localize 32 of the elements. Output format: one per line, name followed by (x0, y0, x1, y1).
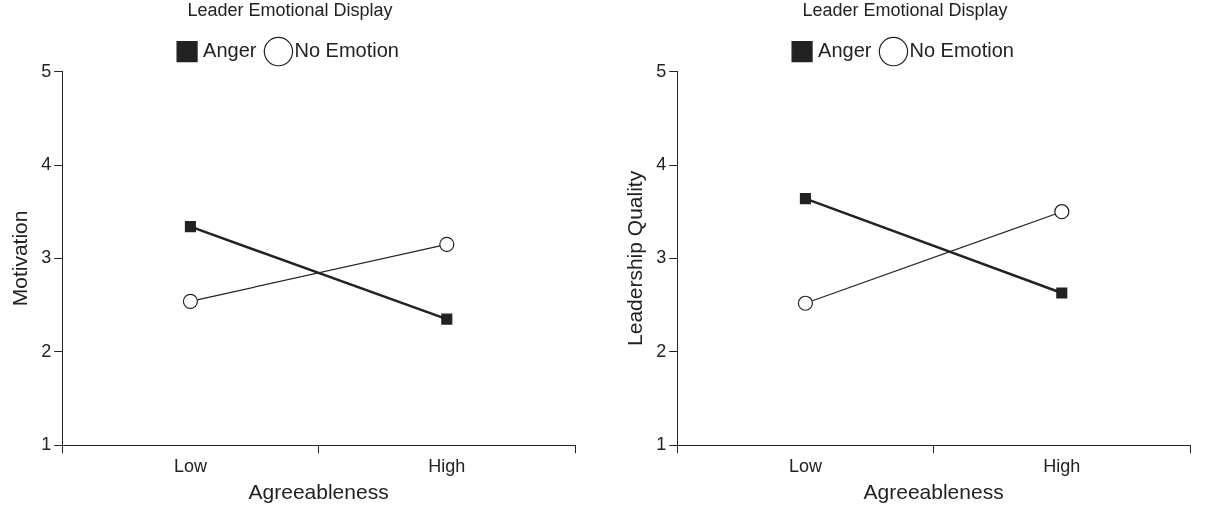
point (1054, 204, 1070, 220)
legend-title: Leader Emotional Display (802, 0, 1008, 20)
y-tick-label: 5 (41, 60, 52, 81)
x-tick-label: Low (788, 455, 823, 476)
y-tick-label: 3 (656, 247, 667, 268)
x-tick-label: High (428, 455, 466, 476)
legend-label: No Emotion (294, 39, 399, 62)
y-tick-label: 1 (656, 434, 667, 455)
legend-title: Leader Emotional Display (187, 0, 393, 20)
point (797, 295, 814, 311)
point (441, 313, 453, 325)
y-tick-label: 4 (41, 153, 52, 174)
legend-label: Anger (203, 39, 257, 62)
legend-label: No Emotion (909, 39, 1014, 62)
y-tick-label: 4 (656, 153, 667, 174)
x-tick-label: Low (173, 455, 208, 476)
y-tick-label: 2 (656, 340, 667, 361)
x-axis-title: Agreeableness (863, 480, 1004, 504)
y-axis-title: Motivation (8, 210, 32, 307)
x-tick-label: High (1043, 455, 1081, 476)
point (1056, 287, 1068, 299)
y-axis-title: Leadership Quality (623, 170, 647, 346)
point (182, 293, 199, 309)
point (184, 221, 196, 233)
y-tick-label: 3 (41, 247, 52, 268)
y-tick-label: 5 (656, 60, 667, 81)
point (439, 236, 455, 252)
y-tick-label: 2 (41, 340, 52, 361)
legend-label: Anger (818, 39, 872, 62)
point (799, 193, 811, 205)
x-axis-title: Agreeableness (248, 480, 389, 504)
y-tick-label: 1 (41, 434, 52, 455)
